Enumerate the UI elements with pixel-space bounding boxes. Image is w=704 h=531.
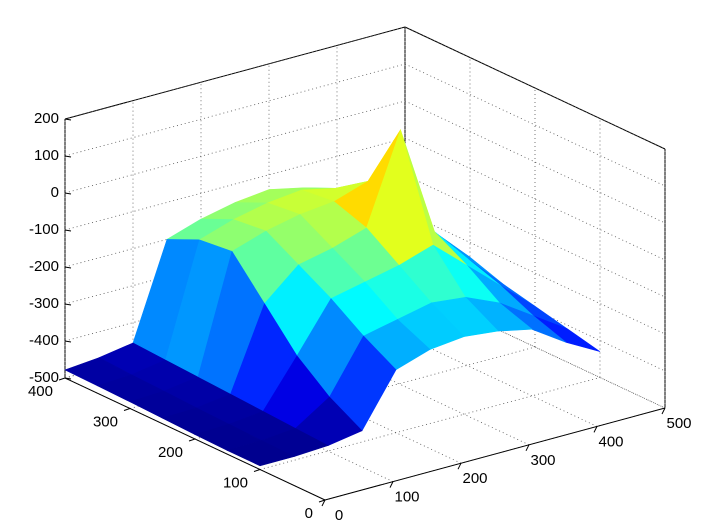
z-tick-label: 200	[34, 110, 59, 127]
y-tick	[253, 469, 261, 472]
grid-line	[64, 26, 406, 120]
y-tick-label: 0	[305, 505, 313, 522]
z-tick	[64, 118, 72, 121]
axis-box	[404, 26, 666, 150]
y-tick-label: 300	[93, 413, 118, 430]
surface-patch	[226, 440, 295, 467]
x-tick	[321, 499, 326, 507]
z-tick-label: -300	[29, 295, 59, 312]
z-tick	[64, 192, 72, 195]
y-tick	[318, 499, 326, 503]
y-tick	[123, 408, 131, 411]
z-tick-label: -200	[29, 258, 59, 275]
z-tick	[64, 155, 72, 158]
z-tick-label: 100	[34, 147, 59, 164]
z-tick-label: -100	[29, 221, 59, 238]
surface	[64, 128, 601, 467]
z-tick	[64, 303, 72, 306]
x-tick-label: 400	[598, 433, 623, 450]
y-tick	[58, 377, 66, 381]
z-tick	[64, 229, 72, 232]
x-tick-label: 200	[462, 470, 487, 487]
x-tick-label: 300	[530, 452, 555, 469]
z-tick	[64, 377, 72, 380]
z-tick-label: -500	[29, 369, 59, 386]
grid-line	[64, 100, 406, 194]
x-tick	[661, 407, 666, 415]
y-tick-label: 400	[28, 383, 53, 400]
grid-line	[64, 63, 406, 157]
grid-line	[259, 377, 601, 470]
z-tick	[64, 266, 72, 269]
x-tick-label: 0	[335, 507, 343, 524]
x-tick	[389, 481, 394, 488]
x-tick	[457, 462, 462, 470]
z-tick	[64, 340, 72, 343]
z-tick-label: 0	[51, 184, 59, 201]
x-tick	[593, 426, 598, 433]
x-tick-label: 100	[394, 489, 419, 506]
y-tick-label: 100	[223, 474, 248, 491]
y-tick-label: 200	[158, 444, 183, 461]
x-tick-label: 500	[666, 415, 691, 432]
x-tick	[525, 444, 530, 452]
y-tick	[188, 438, 196, 442]
axis-line	[324, 407, 666, 501]
grid-line	[64, 137, 406, 231]
z-tick-label: -400	[29, 332, 59, 349]
grid-line	[404, 63, 666, 187]
